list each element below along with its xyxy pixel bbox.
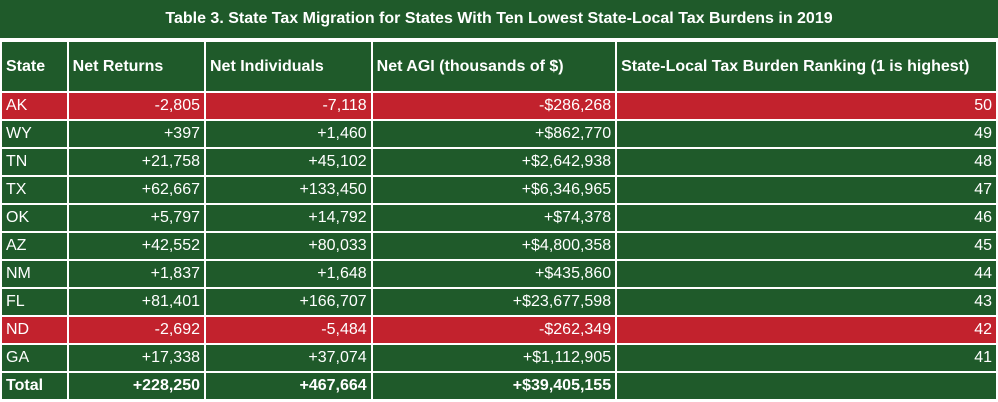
- header-row: State Net Returns Net Individuals Net AG…: [2, 42, 996, 91]
- table-row: ND -2,692 -5,484 -$262,349 42: [2, 317, 996, 343]
- cell-ranking: 46: [617, 205, 996, 231]
- cell-ranking: 49: [617, 121, 996, 147]
- cell-net-agi: +$23,677,598: [372, 289, 616, 315]
- migration-table: State Net Returns Net Individuals Net AG…: [0, 40, 998, 401]
- cell-state: WY: [2, 121, 67, 147]
- cell-ranking: 50: [617, 93, 996, 119]
- total-row: Total +228,250 +467,664 +$39,405,155: [2, 373, 996, 399]
- table-row: NM +1,837 +1,648 +$435,860 44: [2, 261, 996, 287]
- cell-ranking: 41: [617, 345, 996, 371]
- cell-net-agi: +$4,800,358: [372, 233, 616, 259]
- cell-state: GA: [2, 345, 67, 371]
- cell-ranking: 45: [617, 233, 996, 259]
- cell-total-label: Total: [2, 373, 67, 399]
- cell-ranking: 47: [617, 177, 996, 203]
- cell-net-individuals: +80,033: [206, 233, 371, 259]
- table-row: TN +21,758 +45,102 +$2,642,938 48: [2, 149, 996, 175]
- cell-state: ND: [2, 317, 67, 343]
- cell-net-individuals: +37,074: [206, 345, 371, 371]
- cell-net-agi: +$435,860: [372, 261, 616, 287]
- cell-net-returns: +5,797: [68, 205, 204, 231]
- cell-net-individuals: +45,102: [206, 149, 371, 175]
- cell-total-net-returns: +228,250: [68, 373, 204, 399]
- table-row: OK +5,797 +14,792 +$74,378 46: [2, 205, 996, 231]
- table-row: TX +62,667 +133,450 +$6,346,965 47: [2, 177, 996, 203]
- cell-net-agi: +$74,378: [372, 205, 616, 231]
- table-title: Table 3. State Tax Migration for States …: [0, 0, 998, 38]
- header-state: State: [2, 42, 67, 91]
- cell-net-returns: +17,338: [68, 345, 204, 371]
- cell-net-returns: -2,805: [68, 93, 204, 119]
- cell-net-returns: +81,401: [68, 289, 204, 315]
- table-row: AZ +42,552 +80,033 +$4,800,358 45: [2, 233, 996, 259]
- cell-net-individuals: +133,450: [206, 177, 371, 203]
- cell-ranking: 44: [617, 261, 996, 287]
- cell-net-agi: -$262,349: [372, 317, 616, 343]
- cell-state: AZ: [2, 233, 67, 259]
- cell-net-agi: +$1,112,905: [372, 345, 616, 371]
- cell-net-returns: +1,837: [68, 261, 204, 287]
- header-net-returns: Net Returns: [68, 42, 204, 91]
- cell-state: OK: [2, 205, 67, 231]
- table-row: WY +397 +1,460 +$862,770 49: [2, 121, 996, 147]
- cell-total-net-individuals: +467,664: [206, 373, 371, 399]
- cell-net-agi: +$862,770: [372, 121, 616, 147]
- cell-net-returns: +42,552: [68, 233, 204, 259]
- cell-net-returns: -2,692: [68, 317, 204, 343]
- header-tax-burden-ranking: State-Local Tax Burden Ranking (1 is hig…: [617, 42, 996, 91]
- cell-net-individuals: +14,792: [206, 205, 371, 231]
- cell-net-individuals: +166,707: [206, 289, 371, 315]
- cell-total-ranking: [617, 373, 996, 399]
- cell-net-agi: -$286,268: [372, 93, 616, 119]
- cell-net-returns: +397: [68, 121, 204, 147]
- header-net-individuals: Net Individuals: [206, 42, 371, 91]
- cell-net-returns: +62,667: [68, 177, 204, 203]
- cell-net-returns: +21,758: [68, 149, 204, 175]
- cell-state: TN: [2, 149, 67, 175]
- cell-ranking: 43: [617, 289, 996, 315]
- cell-state: FL: [2, 289, 67, 315]
- cell-total-net-agi: +$39,405,155: [372, 373, 616, 399]
- cell-ranking: 42: [617, 317, 996, 343]
- cell-net-individuals: +1,648: [206, 261, 371, 287]
- table-row: AK -2,805 -7,118 -$286,268 50: [2, 93, 996, 119]
- header-net-agi: Net AGI (thousands of $): [372, 42, 616, 91]
- cell-state: NM: [2, 261, 67, 287]
- cell-net-individuals: -7,118: [206, 93, 371, 119]
- cell-state: AK: [2, 93, 67, 119]
- table-row: FL +81,401 +166,707 +$23,677,598 43: [2, 289, 996, 315]
- cell-net-agi: +$6,346,965: [372, 177, 616, 203]
- cell-ranking: 48: [617, 149, 996, 175]
- cell-state: TX: [2, 177, 67, 203]
- cell-net-individuals: -5,484: [206, 317, 371, 343]
- cell-net-agi: +$2,642,938: [372, 149, 616, 175]
- cell-net-individuals: +1,460: [206, 121, 371, 147]
- table-row: GA +17,338 +37,074 +$1,112,905 41: [2, 345, 996, 371]
